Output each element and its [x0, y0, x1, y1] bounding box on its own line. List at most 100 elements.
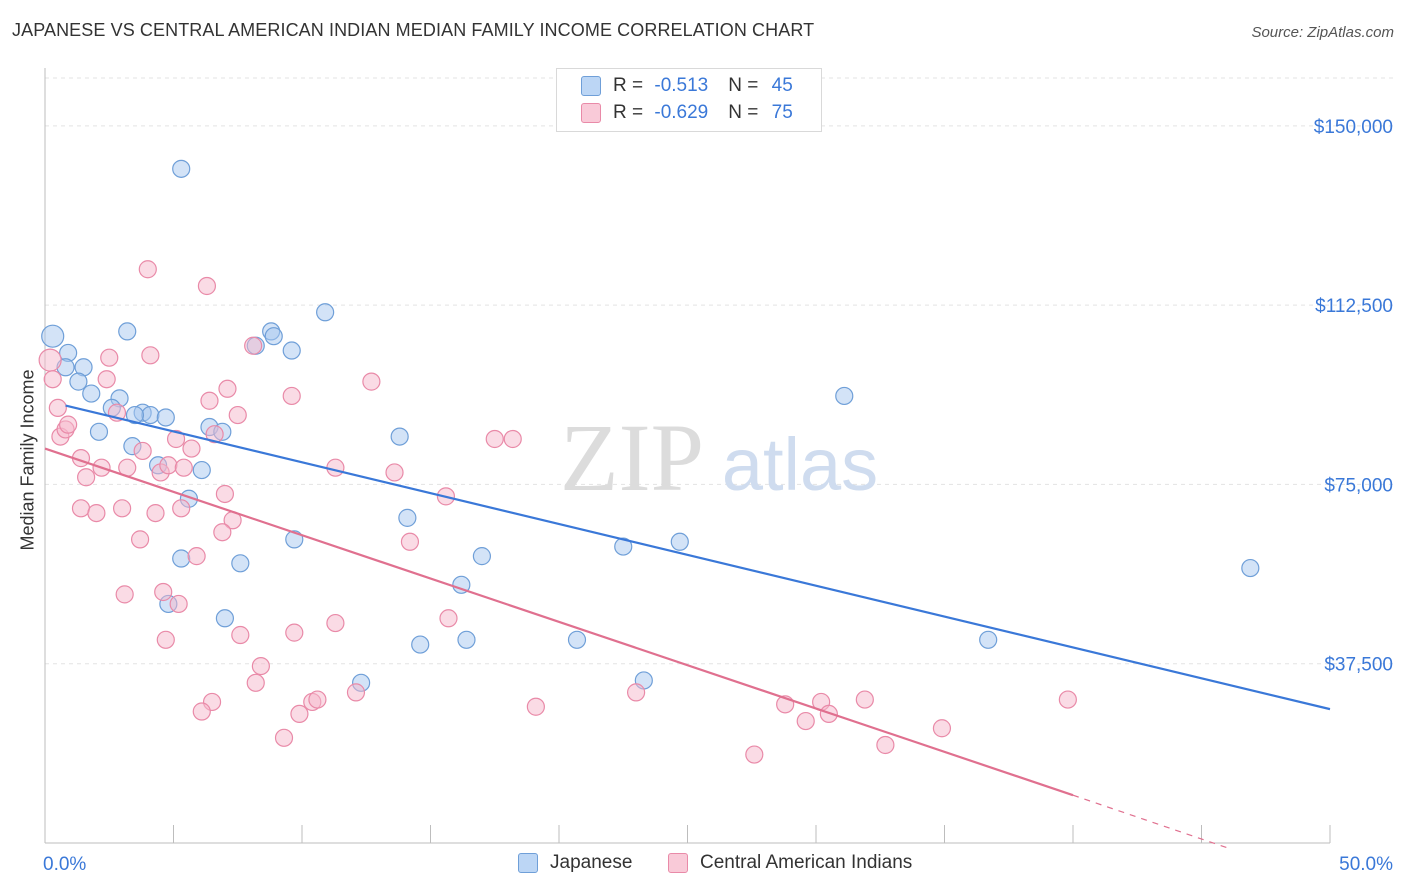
point-cai-70 — [876, 735, 895, 755]
point-cai-17 — [138, 260, 157, 279]
trend-lines — [44, 404, 1331, 849]
point-cai-47 — [285, 623, 304, 642]
point-cai-61 — [503, 429, 522, 449]
y-tick-label-0: $37,500 — [1324, 655, 1393, 676]
source-label: Source: ZipAtlas.com — [1251, 24, 1394, 41]
point-japanese-4 — [69, 372, 88, 391]
point-japanese-0 — [41, 324, 65, 348]
point-cai-52 — [326, 458, 345, 477]
legend-japanese-label: Japanese — [550, 852, 633, 873]
point-cai-62 — [526, 697, 545, 716]
point-japanese-29 — [172, 549, 191, 568]
point-cai-59 — [439, 609, 458, 628]
trend-line-japanese — [65, 404, 1331, 711]
point-cai-10 — [87, 503, 106, 523]
point-japanese-39 — [411, 635, 430, 654]
point-japanese-24 — [192, 460, 211, 480]
point-cai-50 — [308, 690, 327, 709]
point-japanese-8 — [118, 322, 137, 341]
x-tick-label-min: 0.0% — [43, 854, 86, 875]
grid — [45, 77, 1395, 665]
point-japanese-12 — [125, 405, 145, 425]
r-value-cai: -0.629 — [654, 102, 709, 123]
point-cai-24 — [166, 429, 186, 449]
y-tick-labels: $37,500 $75,000 $112,500 $150,000 — [1314, 117, 1393, 676]
point-cai-23 — [159, 456, 178, 475]
watermark-zip: ZIP — [560, 404, 704, 511]
point-cai-25 — [174, 458, 193, 477]
watermark-atlas: atlas — [722, 423, 878, 506]
point-cai-28 — [154, 582, 173, 602]
point-japanese-34 — [452, 575, 471, 594]
point-cai-11 — [100, 348, 119, 367]
y-tick-label-2: $112,500 — [1315, 296, 1393, 317]
point-cai-60 — [485, 429, 504, 449]
point-cai-14 — [112, 499, 132, 518]
legend-cai-label: Central American Indians — [700, 852, 913, 873]
point-cai-72 — [1058, 690, 1077, 709]
point-japanese-5 — [82, 384, 101, 403]
point-cai-43 — [246, 673, 265, 692]
y-axis-label: Median Family Income — [17, 369, 38, 551]
point-japanese-44 — [979, 630, 998, 649]
point-cai-63 — [626, 683, 646, 702]
point-japanese-26 — [390, 427, 409, 446]
n-value-japanese: 45 — [771, 75, 793, 96]
watermark: ZIP atlas — [560, 404, 878, 511]
point-cai-34 — [218, 379, 237, 398]
point-cai-41 — [244, 336, 263, 355]
point-cai-33 — [205, 425, 224, 444]
point-cai-1 — [43, 370, 62, 389]
point-japanese-41 — [567, 630, 587, 649]
r-label: R = — [613, 102, 649, 123]
point-cai-5 — [59, 415, 78, 434]
point-cai-29 — [169, 594, 188, 614]
point-japanese-32 — [614, 537, 633, 556]
point-cai-30 — [156, 630, 175, 649]
point-cai-38 — [215, 484, 234, 504]
point-cai-69 — [855, 690, 874, 709]
point-cai-42 — [251, 656, 270, 676]
japanese-swatch — [581, 75, 601, 96]
x-tick-label-max: 50.0% — [1339, 854, 1393, 875]
point-cai-55 — [362, 372, 381, 391]
legend-japanese-swatch — [518, 852, 538, 873]
point-cai-37 — [213, 523, 232, 542]
point-japanese-35 — [835, 386, 854, 406]
point-cai-39 — [187, 547, 206, 566]
point-cai-7 — [77, 468, 96, 487]
point-cai-45 — [192, 702, 211, 721]
data-points — [38, 159, 1260, 764]
point-japanese-10 — [141, 405, 160, 425]
chart-title: JAPANESE VS CENTRAL AMERICAN INDIAN MEDI… — [12, 20, 815, 40]
stats-row-cai: R = -0.629 N = 75 — [581, 102, 793, 128]
point-japanese-37 — [215, 609, 234, 628]
point-cai-20 — [115, 585, 134, 604]
point-japanese-33 — [670, 532, 689, 551]
point-cai-16 — [133, 441, 152, 461]
point-cai-71 — [932, 719, 952, 738]
point-cai-22 — [146, 503, 165, 523]
point-japanese-13 — [89, 422, 109, 441]
legend-item-cai: Central American Indians — [668, 852, 912, 874]
legend-item-japanese: Japanese — [518, 852, 632, 874]
point-japanese-30 — [231, 554, 250, 573]
axes — [44, 68, 1331, 844]
cai-swatch — [581, 102, 601, 123]
point-japanese-18 — [282, 341, 301, 360]
y-tick-label-3: $150,000 — [1314, 117, 1393, 138]
point-cai-64 — [745, 745, 764, 764]
n-value-cai: 75 — [771, 102, 793, 123]
point-japanese-19 — [316, 303, 335, 322]
x-tick-labels: 0.0% 50.0% — [43, 854, 1393, 875]
point-japanese-11 — [156, 408, 175, 427]
point-cai-18 — [141, 346, 160, 365]
point-cai-32 — [200, 391, 219, 410]
point-cai-27 — [172, 499, 191, 518]
point-japanese-16 — [264, 327, 283, 346]
legend-cai-swatch — [668, 852, 688, 873]
point-japanese-14 — [172, 159, 191, 178]
point-japanese-40 — [457, 630, 476, 649]
point-japanese-36 — [1241, 558, 1260, 578]
